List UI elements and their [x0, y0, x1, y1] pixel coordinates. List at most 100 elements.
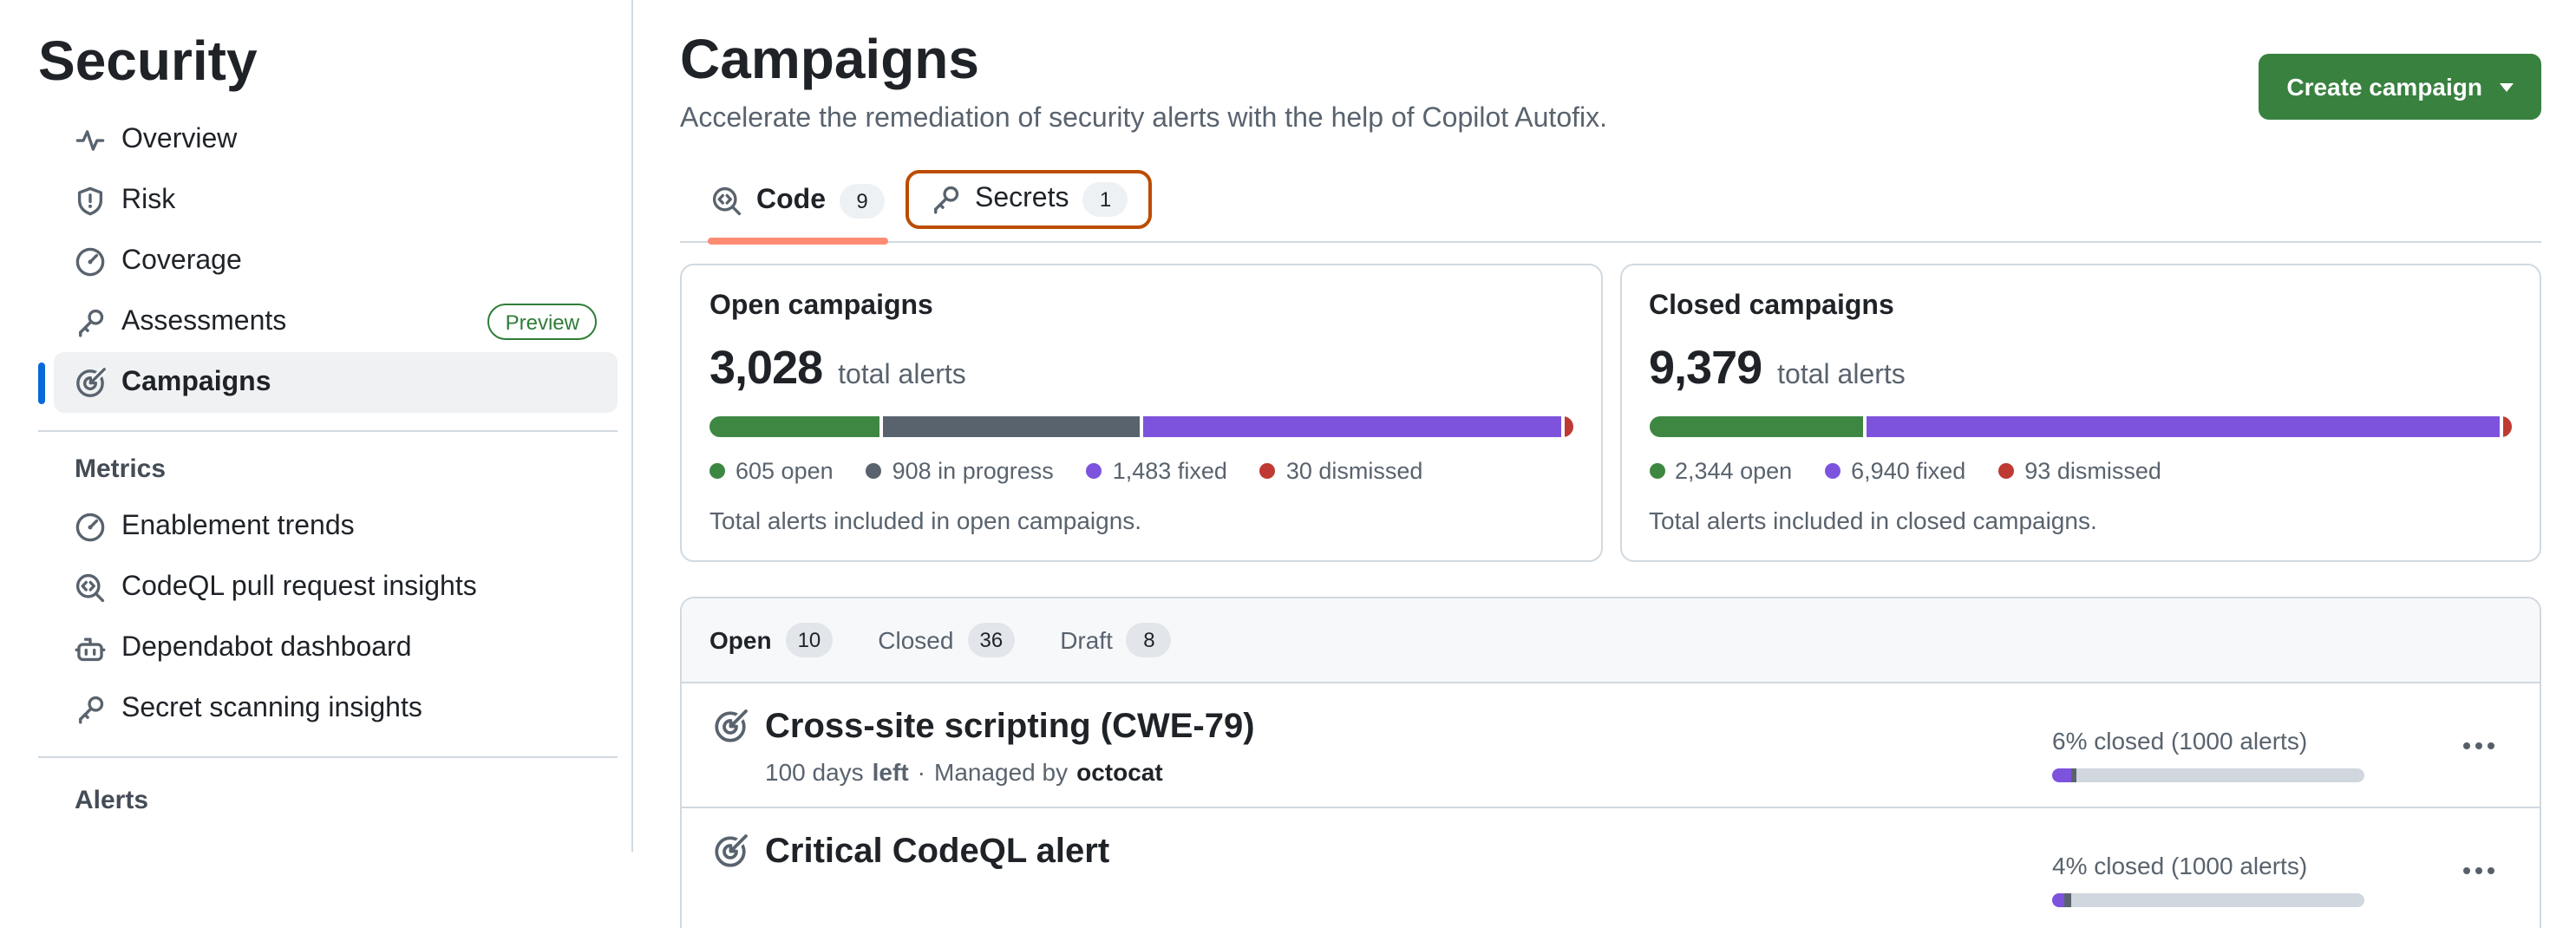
goal-icon [713, 709, 748, 744]
list-tab-count: 8 [1126, 623, 1172, 657]
legend-label: 1,483 fixed [1112, 458, 1227, 484]
tab-secrets-count: 1 [1082, 182, 1128, 217]
managed-by-label: Managed by [934, 758, 1069, 786]
metrics-section-heading: Metrics [75, 454, 167, 484]
bar-segment-dismissed [2503, 416, 2512, 437]
sidebar-item-codeql-pr-insights[interactable]: CodeQL pull request insights [54, 557, 618, 618]
sidebar-item-label: Overview [121, 124, 238, 154]
campaign-row-main: Critical CodeQL alert [765, 829, 1109, 874]
campaign-progress-wrap: 4% closed (1000 alerts) [2052, 852, 2364, 907]
bar-segment-dismissed [1564, 416, 1572, 437]
total-alerts-suffix: total alerts [838, 361, 966, 390]
legend-dot [1086, 463, 1102, 479]
tab-secrets[interactable]: Secrets 1 [906, 170, 1153, 229]
create-campaign-button[interactable]: Create campaign [2259, 54, 2541, 120]
card-title: Closed campaigns [1649, 291, 1894, 321]
main-content: Campaigns Accelerate the remediation of … [680, 0, 2541, 928]
legend-dot [1998, 463, 2015, 479]
metrics-nav: Enablement trends CodeQL pull request in… [54, 496, 618, 739]
progress-pending-segment [2064, 893, 2071, 907]
closed-campaigns-card: Closed campaigns 9,379 total alerts 2,34… [1619, 264, 2541, 562]
legend-label: 30 dismissed [1285, 458, 1423, 484]
goal-icon [713, 834, 748, 869]
sidebar-item-label: Secret scanning insights [121, 693, 422, 722]
key-icon [75, 306, 106, 337]
legend-item: 605 open [709, 458, 834, 484]
total-alerts-suffix: total alerts [1777, 361, 1906, 390]
campaign-title-link[interactable]: Cross-site scripting (CWE-79) [765, 708, 1255, 746]
tab-secrets-label: Secrets [975, 184, 1069, 213]
list-tab-label: Closed [878, 626, 954, 654]
list-tab-label: Open [709, 626, 772, 654]
progress-closed-segment [2052, 768, 2071, 782]
campaign-progress-area: 6% closed (1000 alerts) [2052, 704, 2512, 782]
chevron-down-icon [2500, 82, 2514, 91]
sidebar-item-secret-scanning-insights[interactable]: Secret scanning insights [54, 678, 618, 739]
tab-code[interactable]: Code 9 [708, 184, 888, 245]
bar-segment-fixed [1142, 416, 1561, 437]
bar-legend: 2,344 open 6,940 fixed 93 dismissed [1649, 458, 2512, 484]
list-tab-closed[interactable]: Closed 36 [878, 623, 1016, 657]
meta-separator: · [917, 758, 925, 786]
sidebar-item-dependabot-dashboard[interactable]: Dependabot dashboard [54, 618, 618, 678]
selected-accent-bar [37, 362, 44, 403]
legend-dot [709, 463, 725, 479]
campaign-progress-label: 6% closed (1000 alerts) [2052, 727, 2308, 755]
sidebar-item-risk[interactable]: Risk [54, 170, 618, 231]
card-caption: Total alerts included in closed campaign… [1649, 506, 2097, 534]
legend-item: 93 dismissed [1998, 458, 2161, 484]
open-campaigns-card: Open campaigns 3,028 total alerts 605 op… [680, 264, 1602, 562]
tab-code-label: Code [756, 186, 826, 215]
sidebar-nav: Overview Risk Coverage Assessments Previ… [37, 109, 618, 413]
total-alerts-row: 3,028 total alerts [709, 342, 1572, 395]
days-remaining-emphasis: left [872, 758, 909, 786]
legend-dot [1825, 463, 1841, 479]
sidebar-item-label: Assessments [121, 306, 287, 336]
campaign-list-tabs: Open 10 Closed 36 Draft 8 [682, 598, 2540, 683]
legend-label: 2,344 open [1675, 458, 1793, 484]
list-tab-count: 36 [967, 623, 1016, 657]
create-campaign-label: Create campaign [2286, 73, 2482, 101]
key-icon [930, 184, 961, 215]
campaign-progress-bar [2052, 768, 2364, 782]
legend-dot [1259, 463, 1276, 479]
sidebar-item-label: Coverage [121, 245, 242, 275]
sidebar-divider [38, 756, 618, 758]
progress-pending-segment [2070, 768, 2077, 782]
legend-label: 605 open [736, 458, 834, 484]
sidebar-title: Security [38, 29, 258, 92]
code-scanning-icon [711, 186, 742, 217]
campaign-row-main: Cross-site scripting (CWE-79) 100 days l… [765, 704, 1255, 786]
sidebar-item-label: Risk [121, 185, 176, 214]
pulse-icon [75, 124, 106, 155]
tab-code-count: 9 [840, 184, 885, 219]
shield-icon [75, 185, 106, 216]
page-subtitle: Accelerate the remediation of security a… [680, 104, 1607, 134]
meter-icon [75, 245, 106, 277]
list-tab-open[interactable]: Open 10 [709, 623, 834, 657]
sidebar-item-coverage[interactable]: Coverage [54, 231, 618, 291]
legend-dot [1649, 463, 1664, 479]
kebab-menu-button[interactable] [2456, 853, 2501, 888]
legend-dot [866, 463, 882, 479]
preview-badge: Preview [487, 304, 597, 340]
total-alerts-row: 9,379 total alerts [1649, 342, 2512, 395]
campaign-row: Critical CodeQL alert 4% closed (1000 al… [682, 807, 2540, 928]
sidebar-item-label: CodeQL pull request insights [121, 572, 477, 601]
card-caption: Total alerts included in open campaigns. [709, 506, 1142, 534]
list-tab-draft[interactable]: Draft 8 [1060, 623, 1172, 657]
campaign-progress-area: 4% closed (1000 alerts) [2052, 829, 2512, 907]
campaign-title-link[interactable]: Critical CodeQL alert [765, 833, 1110, 871]
sidebar-item-campaigns[interactable]: Campaigns [37, 352, 618, 413]
kebab-menu-button[interactable] [2456, 729, 2501, 763]
sidebar-item-enablement-trends[interactable]: Enablement trends [54, 496, 618, 557]
code-search-icon [75, 572, 106, 603]
sidebar-item-assessments[interactable]: Assessments Preview [54, 291, 618, 352]
alerts-stacked-bar [1649, 416, 2512, 437]
sidebar-item-overview[interactable]: Overview [54, 109, 618, 170]
legend-label: 908 in progress [892, 458, 1054, 484]
summary-cards: Open campaigns 3,028 total alerts 605 op… [680, 264, 2541, 562]
campaign-row: Cross-site scripting (CWE-79) 100 days l… [682, 683, 2540, 807]
legend-item: 908 in progress [866, 458, 1054, 484]
campaign-progress-label: 4% closed (1000 alerts) [2052, 852, 2308, 879]
